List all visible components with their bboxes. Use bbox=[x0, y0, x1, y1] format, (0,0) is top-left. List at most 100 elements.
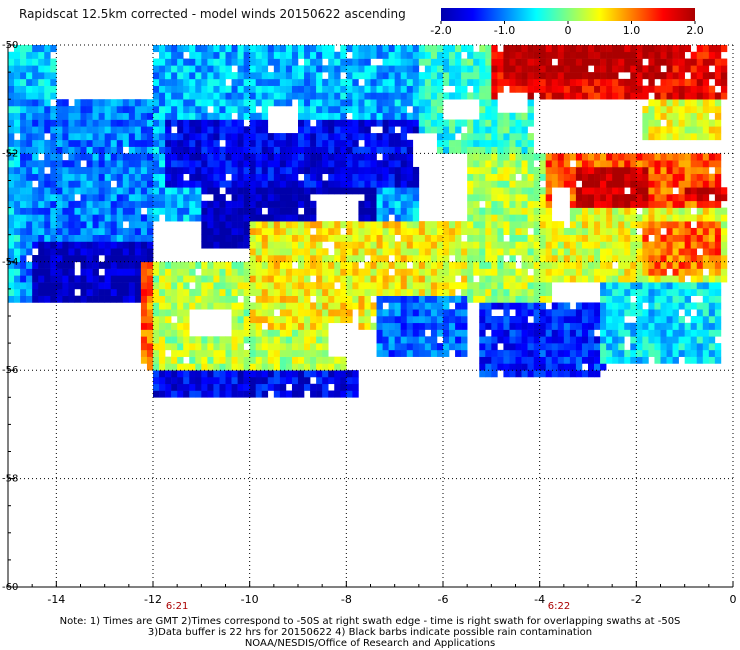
heatmap-cell bbox=[594, 58, 601, 66]
heatmap-cell bbox=[159, 363, 166, 371]
heatmap-cell bbox=[624, 180, 631, 188]
heatmap-cell bbox=[606, 85, 613, 93]
heatmap-cell bbox=[116, 282, 124, 290]
heatmap-cell bbox=[624, 329, 631, 337]
heatmap-cell bbox=[38, 126, 45, 134]
heatmap-cell bbox=[328, 58, 335, 66]
heatmap-cell bbox=[575, 363, 583, 371]
heatmap-cell bbox=[207, 214, 214, 222]
heatmap-cell bbox=[261, 45, 269, 53]
heatmap-cell bbox=[237, 322, 244, 330]
heatmap-cell bbox=[273, 383, 281, 391]
heatmap-cell bbox=[310, 329, 317, 337]
heatmap-cell bbox=[14, 153, 21, 161]
heatmap-cell bbox=[38, 241, 45, 249]
heatmap-cell bbox=[479, 207, 486, 215]
heatmap-cell bbox=[527, 58, 534, 66]
heatmap-cell bbox=[642, 173, 649, 181]
heatmap-cell bbox=[285, 194, 293, 202]
heatmap-cell bbox=[352, 65, 359, 73]
heatmap-cell bbox=[92, 214, 99, 222]
heatmap-cell bbox=[122, 112, 130, 120]
heatmap-cell bbox=[159, 268, 166, 276]
heatmap-cell bbox=[612, 153, 619, 161]
heatmap-cell bbox=[618, 194, 625, 202]
heatmap-cell bbox=[322, 112, 329, 120]
heatmap-cell bbox=[714, 194, 722, 202]
heatmap-cell bbox=[50, 214, 57, 222]
heatmap-cell bbox=[285, 309, 293, 317]
heatmap-cell bbox=[424, 221, 432, 229]
heatmap-cell bbox=[666, 255, 673, 263]
heatmap-cell bbox=[612, 173, 619, 181]
heatmap-cell bbox=[255, 390, 263, 398]
heatmap-cell bbox=[606, 78, 613, 86]
heatmap-cell bbox=[461, 85, 468, 93]
heatmap-cell bbox=[110, 126, 118, 134]
heatmap-cell bbox=[509, 51, 516, 59]
heatmap-cell bbox=[606, 221, 613, 229]
heatmap-cell bbox=[110, 99, 118, 107]
heatmap-cell bbox=[237, 173, 244, 181]
heatmap-cell bbox=[322, 133, 329, 141]
heatmap-cell bbox=[44, 200, 51, 208]
heatmap-cell bbox=[666, 153, 673, 161]
heatmap-cell bbox=[92, 146, 99, 154]
heatmap-cell bbox=[340, 126, 347, 134]
heatmap-cell bbox=[56, 255, 63, 263]
heatmap-cell bbox=[503, 275, 510, 283]
heatmap-cell bbox=[600, 78, 607, 86]
heatmap-cell bbox=[50, 166, 57, 175]
heatmap-cell bbox=[128, 241, 136, 249]
heatmap-cell bbox=[491, 72, 498, 80]
heatmap-cell bbox=[165, 153, 172, 161]
heatmap-cell bbox=[575, 65, 583, 73]
heatmap-cell bbox=[68, 187, 75, 195]
heatmap-cell bbox=[171, 92, 178, 100]
heatmap-cell bbox=[648, 316, 655, 324]
heatmap-cell bbox=[92, 153, 99, 161]
heatmap-cell bbox=[26, 58, 33, 66]
heatmap-cell bbox=[624, 302, 631, 310]
heatmap-cell bbox=[225, 45, 232, 53]
heatmap-cell bbox=[50, 295, 57, 303]
heatmap-cell bbox=[98, 166, 105, 175]
heatmap-cell bbox=[708, 295, 716, 303]
heatmap-cell bbox=[273, 268, 281, 276]
heatmap-cell bbox=[406, 241, 414, 249]
heatmap-cell bbox=[159, 275, 166, 283]
heatmap-cell bbox=[140, 248, 148, 256]
heatmap-cell bbox=[412, 99, 420, 107]
heatmap-cell bbox=[153, 78, 160, 86]
heatmap-cell bbox=[310, 207, 317, 215]
heatmap-cell bbox=[153, 275, 160, 283]
heatmap-cell bbox=[618, 65, 625, 73]
heatmap-cell bbox=[340, 146, 347, 154]
heatmap-cell bbox=[213, 288, 220, 296]
heatmap-cell bbox=[684, 343, 692, 351]
heatmap-cell bbox=[467, 160, 474, 168]
heatmap-cell bbox=[666, 275, 673, 283]
heatmap-cell bbox=[255, 295, 263, 303]
heatmap-cell bbox=[122, 166, 130, 175]
heatmap-cell bbox=[455, 85, 462, 93]
heatmap-cell bbox=[533, 214, 540, 222]
heatmap-cell bbox=[545, 65, 553, 73]
heatmap-cell bbox=[436, 248, 444, 256]
heatmap-cell bbox=[183, 390, 190, 398]
heatmap-cell bbox=[267, 139, 275, 147]
heatmap-cell bbox=[279, 282, 287, 290]
heatmap-cell bbox=[346, 302, 353, 310]
heatmap-cell bbox=[527, 153, 534, 161]
heatmap-cell bbox=[201, 173, 208, 181]
heatmap-cell bbox=[382, 241, 389, 249]
heatmap-cell bbox=[267, 255, 275, 263]
heatmap-cell bbox=[406, 139, 414, 147]
heatmap-cell bbox=[165, 343, 172, 351]
heatmap-cell bbox=[26, 221, 33, 229]
heatmap-cell bbox=[20, 45, 27, 53]
heatmap-cell bbox=[509, 241, 516, 249]
heatmap-cell bbox=[62, 133, 69, 141]
heatmap-cell bbox=[720, 72, 728, 80]
heatmap-cell bbox=[581, 248, 589, 256]
